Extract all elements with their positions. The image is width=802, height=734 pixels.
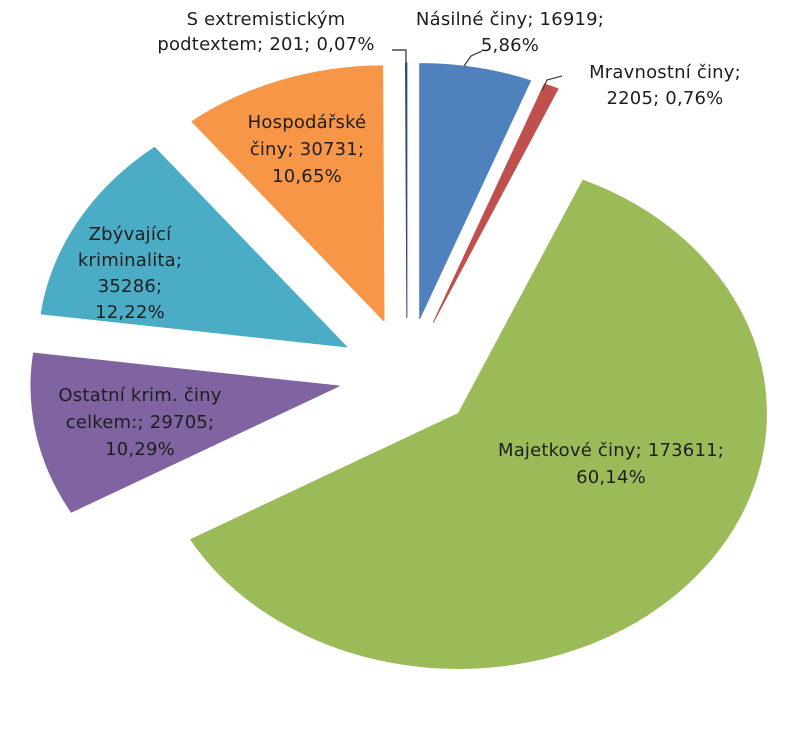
pie-slice-s-extremistickym-podtextem [405, 62, 408, 319]
pie-slice-mravnostni-ciny [432, 83, 559, 323]
slice-label-mravnostni-ciny: Mravnostní činy; 2205; 0,76% [589, 62, 741, 109]
slice-label-ostatni-krim-ciny-celkem: Ostatní krim. činy celkem:; 29705; 10,29% [58, 385, 221, 460]
leader-line-s-extremistickym-podtextem [392, 49, 407, 62]
pie-slice-zbyvajici-kriminalita [40, 146, 348, 348]
slice-label-hospodarske-ciny: Hospodářské činy; 30731; 10,65% [248, 112, 367, 187]
pie-slice-nasilne-ciny [419, 63, 532, 320]
slice-label-nasilne-ciny: Násilné činy; 16919; 5,86% [416, 9, 604, 56]
leader-line-mravnostni-ciny [541, 75, 563, 92]
pie-slice-hospodarske-ciny [191, 65, 385, 322]
pie-slice-majetkove-ciny [190, 179, 767, 669]
slice-label-zbyvajici-kriminalita: Zbývající kriminalita; 35286; 12,22% [78, 224, 182, 323]
pie-slice-ostatni-krim-ciny-celkem [30, 352, 340, 513]
leader-line-nasilne-ciny [463, 50, 483, 67]
slice-label-majetkove-ciny: Majetkové činy; 173611; 60,14% [498, 440, 724, 488]
slice-label-s-extremistickym-podtextem: S extremistickým podtextem; 201; 0,07% [157, 9, 374, 55]
